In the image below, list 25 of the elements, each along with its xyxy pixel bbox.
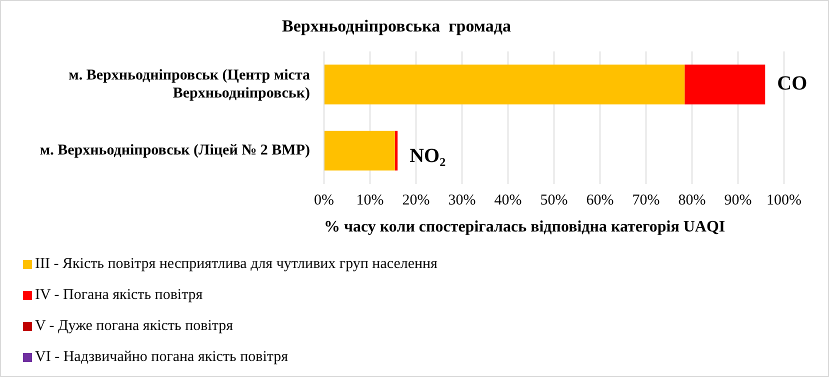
y-tick-label: м. Верхньодніпровськ (Ліцей № 2 ВМР) bbox=[40, 142, 310, 159]
legend-label: IV - Погана якість повітря bbox=[35, 287, 203, 304]
legend-label: III - Якість повітря несприятлива для чутливих груп населення bbox=[35, 256, 438, 273]
x-axis-title: % часу коли спостерігалась відповідна категорія UAQI bbox=[324, 218, 726, 236]
bar bbox=[684, 64, 766, 104]
x-tick-label: 50% bbox=[540, 192, 568, 209]
legend-label: VI - Надзвичайно погана якість повітря bbox=[35, 349, 288, 366]
x-tick-label: 80% bbox=[678, 192, 706, 209]
x-tick-label: 100% bbox=[766, 192, 802, 209]
x-tick-label: 10% bbox=[356, 192, 384, 209]
bar bbox=[324, 64, 685, 104]
x-tick-label: 0% bbox=[314, 192, 334, 209]
annotation: NO₂ bbox=[410, 144, 446, 167]
chart-title: Верхньодніпровська громада bbox=[282, 16, 512, 36]
annotation: CO bbox=[777, 72, 808, 95]
x-tick-label: 90% bbox=[724, 192, 752, 209]
x-tick-label: 30% bbox=[448, 192, 476, 209]
x-tick-label: 20% bbox=[402, 192, 430, 209]
bar bbox=[394, 130, 398, 171]
x-tick-label: 70% bbox=[632, 192, 660, 209]
legend-label: V - Дуже погана якість повітря bbox=[35, 318, 234, 335]
x-tick-label: 40% bbox=[494, 192, 522, 209]
y-tick-label: м. Верхньодніпровськ (Центр міста Верхньодніпровськ) bbox=[68, 67, 310, 102]
x-tick-label: 60% bbox=[586, 192, 614, 209]
bar bbox=[324, 130, 395, 171]
